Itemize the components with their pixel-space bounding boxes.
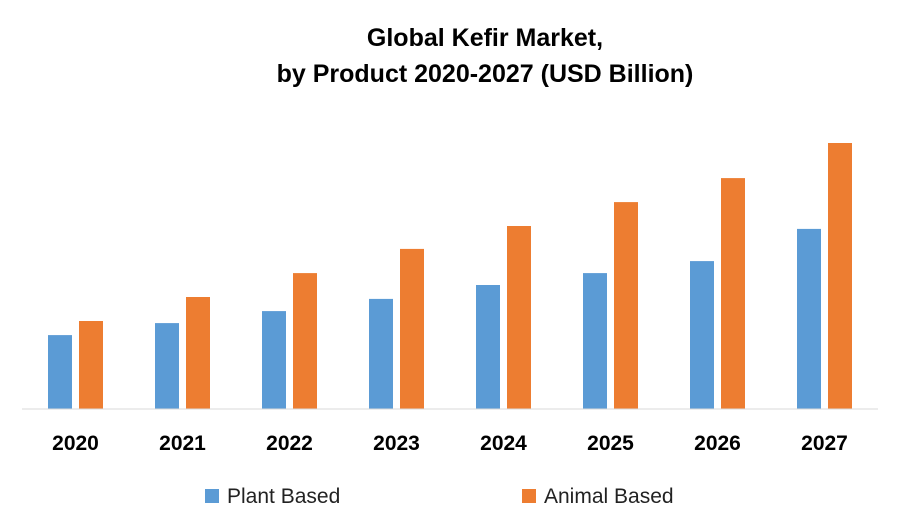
x-tick-label-2027: 2027 [801, 432, 848, 455]
bar-group [48, 143, 852, 409]
bar-plant-based-2022 [262, 311, 286, 409]
legend: Plant Based Animal Based [205, 485, 674, 508]
bar-animal-based-2027 [828, 143, 852, 409]
bar-plant-based-2020 [48, 335, 72, 409]
bar-plant-based-2027 [797, 228, 821, 409]
legend-label-animal-based: Animal Based [544, 485, 674, 508]
bar-animal-based-2023 [400, 248, 424, 409]
chart-title: Global Kefir Market, [367, 24, 603, 52]
bar-plant-based-2021 [155, 323, 179, 409]
x-tick-label-2026: 2026 [694, 432, 741, 455]
x-tick-label-2024: 2024 [480, 432, 527, 455]
bar-animal-based-2025 [614, 202, 638, 409]
bar-animal-based-2021 [186, 297, 210, 409]
bar-plant-based-2025 [583, 273, 607, 409]
x-tick-label-2023: 2023 [373, 432, 420, 455]
x-axis-ticks: 2020 2021 2022 2023 2024 2025 2026 2027 [52, 432, 848, 455]
legend-swatch-animal-based [522, 489, 536, 503]
x-tick-label-2021: 2021 [159, 432, 206, 455]
chart-subtitle: by Product 2020-2027 (USD Billion) [277, 60, 694, 88]
bar-plant-based-2024 [476, 285, 500, 409]
bar-plant-based-2026 [690, 261, 714, 409]
bar-animal-based-2026 [721, 178, 745, 409]
x-tick-label-2022: 2022 [266, 432, 313, 455]
legend-swatch-plant-based [205, 489, 219, 503]
bar-plant-based-2023 [369, 298, 393, 409]
bar-animal-based-2020 [79, 321, 103, 409]
legend-label-plant-based: Plant Based [227, 485, 340, 508]
x-tick-label-2025: 2025 [587, 432, 634, 455]
x-tick-label-2020: 2020 [52, 432, 99, 455]
bar-animal-based-2024 [507, 226, 531, 409]
bar-animal-based-2022 [293, 273, 317, 409]
